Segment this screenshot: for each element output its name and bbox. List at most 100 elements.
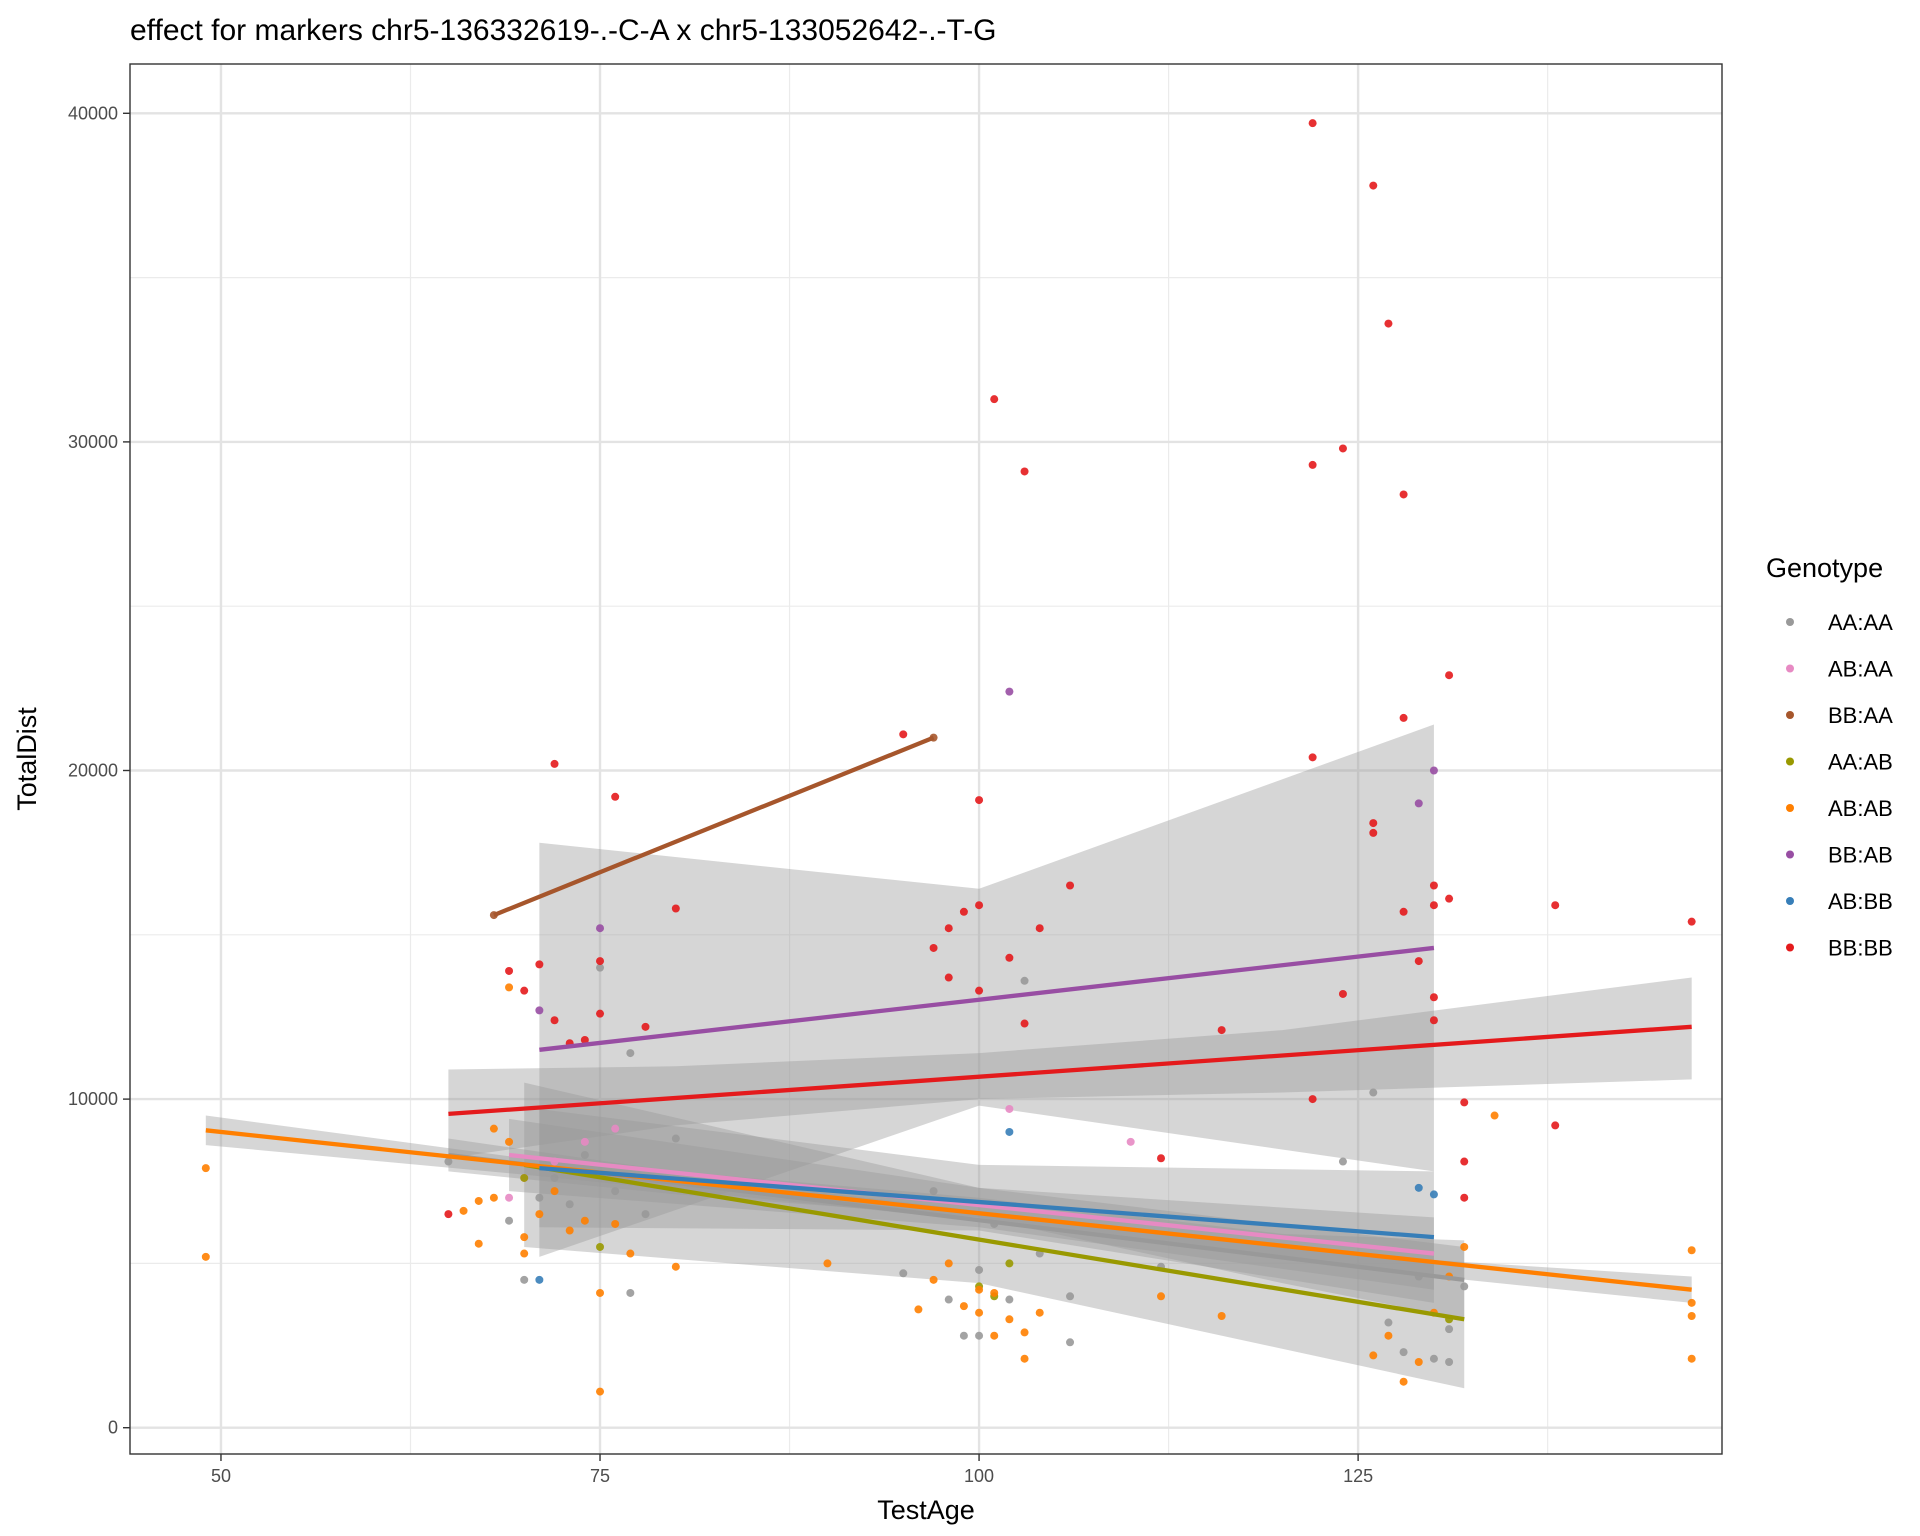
data-point (1005, 1259, 1014, 1268)
data-point (1414, 957, 1423, 966)
confidence-band (539, 724, 1434, 1257)
data-point (596, 957, 605, 966)
data-point (899, 1269, 908, 1278)
x-tick-label: 75 (590, 1466, 610, 1486)
data-point (1157, 1154, 1166, 1163)
data-point (596, 1242, 605, 1251)
data-point (1414, 799, 1423, 808)
data-point (929, 943, 938, 952)
data-point (944, 1259, 953, 1268)
data-point (505, 1216, 514, 1225)
data-point (823, 1259, 832, 1268)
data-point (1020, 1328, 1029, 1337)
data-point (975, 1308, 984, 1317)
data-point (1687, 917, 1696, 926)
data-point (1460, 1098, 1469, 1107)
data-point (535, 1193, 544, 1202)
data-point (1687, 1298, 1696, 1307)
x-axis-title: TestAge (877, 1495, 975, 1525)
data-point (535, 960, 544, 969)
data-point (1338, 989, 1347, 998)
legend-key (1786, 711, 1794, 719)
data-point (914, 1305, 923, 1314)
data-point (944, 924, 953, 933)
data-point (520, 1233, 529, 1242)
legend-label: AA:AA (1828, 610, 1893, 635)
data-point (1066, 1292, 1075, 1301)
data-point (1687, 1311, 1696, 1320)
chart-title: effect for markers chr5-136332619-.-C-A … (130, 14, 997, 47)
data-point (1035, 1308, 1044, 1317)
data-point (1551, 901, 1560, 910)
legend: Genotype AA:AAAB:AABB:AAAA:ABAB:ABBB:ABA… (1766, 553, 1893, 961)
legend-label: AB:BB (1828, 889, 1893, 914)
confidence-band (448, 977, 1692, 1159)
data-point (899, 730, 908, 739)
data-point (1384, 319, 1393, 328)
data-point (550, 1173, 559, 1182)
data-point (489, 1124, 498, 1133)
legend-label: BB:AA (1828, 703, 1893, 728)
legend-key (1786, 757, 1794, 766)
legend-label: AB:AA (1828, 657, 1893, 682)
data-point (489, 1193, 498, 1202)
data-point (944, 1295, 953, 1304)
fit-line (508, 1152, 1435, 1256)
data-point (626, 1249, 635, 1258)
data-point (959, 1331, 968, 1340)
data-point (1005, 1315, 1014, 1324)
data-point (580, 1216, 589, 1225)
y-tick-label: 30000 (68, 432, 118, 452)
fit-line (205, 1128, 1692, 1292)
fit-line (448, 1024, 1692, 1117)
data-point (975, 1331, 984, 1340)
x-tick-label: 125 (1343, 1466, 1373, 1486)
data-point (1460, 1157, 1469, 1166)
data-point (1460, 1193, 1469, 1202)
data-point (505, 1137, 514, 1146)
data-point (596, 1387, 605, 1396)
data-point (1490, 1111, 1499, 1120)
data-point (565, 1200, 574, 1209)
legend-key (1786, 850, 1794, 859)
data-point (1035, 924, 1044, 933)
data-point (474, 1196, 483, 1205)
data-point (1687, 1246, 1696, 1255)
data-point (596, 963, 605, 972)
data-point (580, 1035, 589, 1044)
data-point (975, 1285, 984, 1294)
data-point (596, 1288, 605, 1297)
legend-key (1786, 664, 1794, 673)
data-point (611, 1219, 620, 1228)
data-point (505, 1193, 514, 1202)
data-point (1687, 1354, 1696, 1363)
data-point (626, 1049, 635, 1058)
x-tick-label: 100 (964, 1466, 994, 1486)
data-point (1369, 181, 1378, 190)
legend-key (1786, 618, 1794, 626)
data-point (565, 1226, 574, 1235)
data-point (944, 973, 953, 982)
data-point (535, 1275, 544, 1284)
fit-line (493, 735, 935, 918)
data-point (1399, 907, 1408, 916)
confidence-band (524, 1082, 1465, 1389)
data-point (975, 1265, 984, 1274)
legend-key (1786, 804, 1794, 812)
x-axis-ticks: 50 75 100 125 (211, 1454, 1373, 1486)
data-point (580, 1137, 589, 1146)
data-point (1384, 1318, 1393, 1327)
data-point (975, 986, 984, 995)
data-point (550, 1187, 559, 1196)
data-point (1066, 881, 1075, 890)
minor-gridlines (130, 64, 1722, 1454)
legend-label: AB:AB (1828, 796, 1893, 821)
data-point (550, 1016, 559, 1025)
data-point (1338, 444, 1347, 453)
fit-line (539, 1165, 1435, 1240)
data-point (459, 1206, 468, 1215)
x-tick-label: 50 (211, 1466, 231, 1486)
data-point (201, 1252, 210, 1261)
data-point (1399, 1348, 1408, 1357)
